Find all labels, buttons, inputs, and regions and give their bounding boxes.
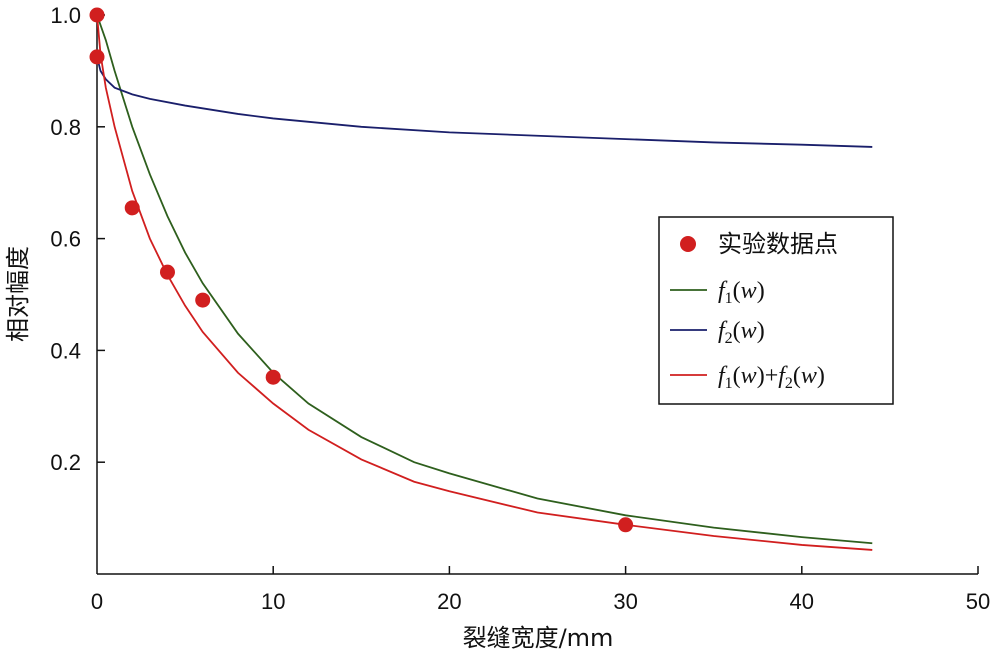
axes: 0 10 20 30 40 50 0.2 0.4 0.6 0.8 1.0 [50,3,990,614]
x-tick-label: 50 [966,589,990,614]
x-tick-label: 0 [91,589,103,614]
data-point [89,7,105,23]
data-point [159,264,175,280]
data-point [124,200,140,216]
y-tick-label: 0.2 [50,450,81,475]
data-point [89,49,105,65]
x-tick-label: 20 [437,589,461,614]
y-tick-label: 0.4 [50,338,81,363]
y-tick-label: 1.0 [50,3,81,28]
legend-box [658,216,894,405]
data-point [265,369,281,385]
series-line-3 [96,14,873,551]
x-axis-title: 裂缝宽度/mm [463,624,614,652]
data-point [195,292,211,308]
legend-label-3: f1(w)+f2(w) [718,363,825,392]
legend: 实验数据点 f1(w) f2(w) f1(w)+f2(w) [658,216,894,405]
data-points [89,7,634,533]
series-line-2 [96,56,873,148]
x-tick-label: 30 [613,589,637,614]
y-axis-title: 相对幅度 [4,246,32,342]
x-tick-label: 40 [790,589,814,614]
data-point [618,517,634,533]
x-tick-label: 10 [261,589,285,614]
y-tick-label: 0.8 [50,115,81,140]
y-tick-label: 0.6 [50,227,81,252]
legend-label-0: 实验数据点 [718,230,838,258]
legend-label-1: f1(w) [718,278,765,307]
legend-marker-0 [680,236,696,252]
legend-label-2: f2(w) [718,318,765,347]
